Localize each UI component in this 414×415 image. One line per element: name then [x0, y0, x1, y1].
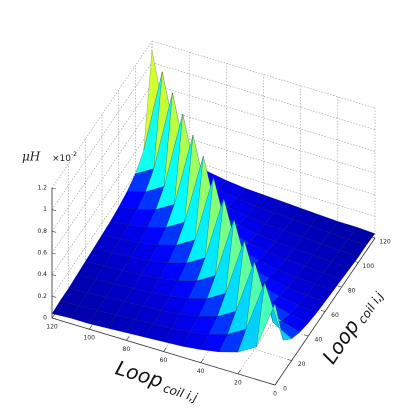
x-tick-label: 40 [197, 368, 205, 375]
x-tick [237, 369, 242, 375]
y-tick [304, 334, 309, 337]
x-tick-label: 100 [83, 335, 95, 342]
y-tick-label: 20 [298, 361, 306, 368]
x-tick [274, 380, 279, 386]
y-tick [287, 359, 292, 361]
z-tick-label: 1 [43, 206, 47, 213]
x-tick [126, 336, 130, 341]
y-tick-label: 40 [315, 337, 323, 344]
y-tick-label: 60 [331, 312, 339, 319]
z-tick [51, 231, 57, 233]
y-tick-label: 120 [379, 239, 391, 246]
y-tick-label: 0 [283, 386, 287, 393]
z-axis-label: μH [22, 150, 41, 164]
x-axis-label-sub: coil i,j [162, 381, 200, 405]
y-tick-label: 100 [363, 263, 375, 270]
x-axis-label: Loopcoil i,j [113, 355, 203, 404]
x-tick-label: 80 [123, 346, 131, 353]
z-tick [51, 187, 57, 190]
surface [51, 50, 376, 353]
z-grid-line [51, 62, 153, 210]
z-tick-label: 0.6 [37, 250, 47, 257]
z-tick-label: 0.2 [37, 293, 47, 300]
z-tick [51, 274, 57, 276]
z-tick-label: 0.8 [37, 228, 47, 235]
z-tick [51, 317, 57, 320]
x-tick-label: 0 [273, 391, 277, 398]
z-grid-line [51, 40, 153, 189]
x-tick-label: 20 [234, 379, 242, 386]
x-axis-label-main: Loop [113, 355, 166, 392]
x-tick [51, 313, 56, 319]
surface-patch [256, 282, 284, 347]
z-tick-label: 0.4 [37, 271, 47, 278]
y-tick [337, 285, 342, 288]
z-tick-label: 0 [43, 315, 47, 322]
z-grid-line [51, 105, 153, 254]
z-multiplier: ×10-2 [52, 151, 77, 164]
y-tick-label: 80 [348, 288, 356, 295]
z-tick [51, 252, 57, 255]
y-axis-label-main: Loop [317, 314, 364, 367]
x-tick-label: 120 [46, 324, 58, 331]
z-tick [51, 209, 57, 211]
x-tick [163, 347, 167, 352]
x-tick-label: 60 [160, 357, 168, 364]
axes: 0 20 40 60 80 100 120 0 20 40 60 80 100 120 0 0.2 0.4 0.6… [37, 185, 390, 398]
y-tick [320, 310, 326, 312]
z-multiplier-base: ×10 [52, 154, 71, 164]
x-tick [200, 358, 204, 363]
z-tick-label: 1.2 [37, 185, 47, 192]
z-grid-line [51, 84, 153, 232]
y-tick [370, 236, 376, 239]
z-grid-line [51, 127, 153, 275]
x-tick [88, 324, 93, 330]
z-tick [51, 296, 57, 298]
z-multiplier-exp: -2 [71, 151, 77, 158]
y-tick [270, 383, 276, 386]
y-axis-label-sub: coil i,j [355, 289, 386, 326]
y-tick [354, 261, 359, 263]
